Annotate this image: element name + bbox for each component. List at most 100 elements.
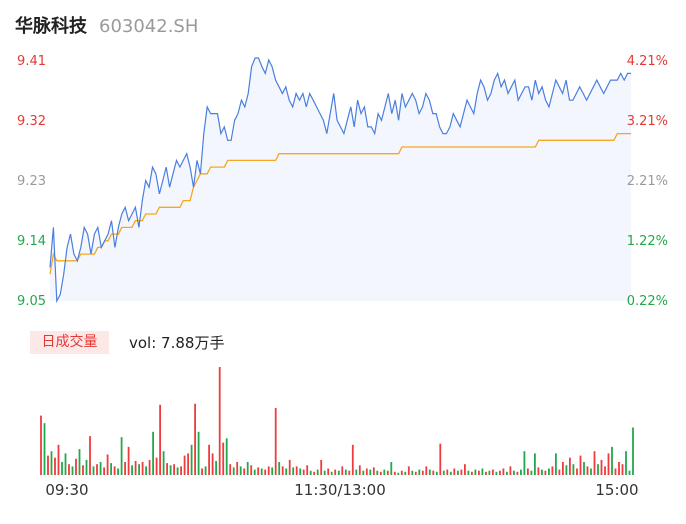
volume-bar	[152, 431, 154, 475]
volume-bar	[96, 464, 98, 475]
volume-bar	[43, 423, 46, 475]
volume-bar	[607, 453, 610, 475]
volume-bar	[113, 466, 116, 475]
change-tick-label: 4.21%	[626, 54, 668, 69]
volume-bar	[236, 462, 239, 475]
volume-bar	[432, 470, 435, 475]
volume-bar	[379, 471, 382, 475]
volume-bar	[555, 453, 557, 475]
volume-bar	[569, 457, 571, 475]
change-tick-label: 3.21%	[626, 114, 668, 129]
volume-bar	[614, 468, 617, 475]
volume-bar	[75, 458, 77, 475]
volume-bar	[159, 404, 161, 475]
volume-bar	[390, 462, 393, 475]
volume-bar	[106, 454, 109, 475]
volume-bar	[397, 472, 400, 475]
change-tick-label: 0.22%	[626, 294, 668, 309]
volume-bar	[173, 464, 175, 475]
volume-bar	[264, 469, 267, 475]
volume-bar	[320, 459, 323, 475]
volume-bar	[362, 470, 365, 475]
volume-bar	[57, 444, 60, 475]
volume-bar	[348, 470, 351, 475]
volume-bar	[267, 466, 270, 475]
volume-bar	[134, 461, 137, 475]
volume-bar	[64, 453, 67, 475]
volume-bar	[520, 469, 522, 475]
volume-bar	[502, 468, 505, 475]
volume-bar	[211, 453, 214, 475]
volume-bar	[386, 470, 389, 475]
volume-bar	[457, 470, 459, 475]
volume-bar	[590, 468, 592, 475]
volume-bar	[558, 469, 561, 475]
time-tick-label: 09:30	[45, 481, 89, 499]
volume-bar	[327, 468, 330, 475]
volume-bar	[523, 451, 526, 475]
price-tick-label: 9.14	[17, 234, 46, 249]
volume-bar	[306, 465, 309, 475]
volume-bar	[316, 469, 319, 475]
volume-tag: 日成交量	[30, 331, 109, 354]
volume-bar	[148, 459, 151, 475]
volume-bar	[474, 469, 477, 475]
volume-bar	[593, 451, 596, 475]
volume-bar	[527, 468, 529, 475]
volume-bar	[464, 464, 466, 475]
volume-bar	[71, 466, 74, 475]
change-tick-label: 1.22%	[626, 234, 668, 249]
volume-bar	[383, 469, 386, 475]
volume-bar	[488, 470, 491, 475]
volume-bar	[243, 468, 246, 475]
volume-bar	[127, 446, 130, 475]
volume-bar	[271, 467, 274, 475]
volume-bar	[197, 431, 200, 475]
volume-bar	[625, 451, 627, 475]
price-tick-label: 9.23	[17, 174, 46, 189]
volume-bar	[355, 469, 358, 475]
volume-bar	[551, 466, 554, 475]
volume-bar	[597, 464, 599, 475]
stock-name: 华脉科技	[15, 16, 87, 37]
volume-bar	[166, 463, 168, 475]
volume-bar	[534, 453, 536, 475]
volume-bar	[330, 471, 333, 475]
volume-bar	[351, 444, 354, 475]
volume-bar	[376, 470, 379, 475]
volume-bar	[323, 470, 326, 475]
volume-bar	[439, 443, 442, 475]
volume-bar	[78, 449, 81, 475]
volume-bar	[618, 462, 620, 475]
volume-bar	[309, 470, 312, 475]
volume-bar	[50, 451, 53, 475]
volume-bar	[82, 465, 84, 475]
volume-bar	[572, 464, 575, 475]
volume-bar	[337, 470, 340, 475]
volume-bar	[404, 471, 407, 475]
volume-bar	[509, 466, 512, 475]
volume-bar	[506, 471, 508, 475]
volume-bar	[604, 466, 606, 475]
volume-bar	[621, 464, 624, 475]
volume-bar	[313, 471, 316, 475]
volume-bar	[341, 466, 344, 475]
price-area	[50, 58, 631, 301]
volume-bar	[292, 467, 295, 475]
volume-bar	[40, 415, 42, 475]
volume-bar	[61, 462, 63, 475]
volume-bar	[611, 446, 613, 475]
volume-bar	[250, 465, 253, 475]
volume-bar	[288, 459, 291, 475]
volume-bar	[467, 470, 470, 475]
volume-bar	[453, 468, 456, 475]
volume-bar	[334, 469, 337, 475]
volume-bar	[393, 471, 396, 475]
time-tick-label: 11:30/13:00	[294, 481, 386, 499]
volume-bar	[222, 442, 225, 475]
volume-bar	[68, 464, 70, 475]
volume-bar	[92, 466, 95, 475]
volume-bar	[513, 470, 515, 475]
volume-bar	[253, 469, 256, 475]
